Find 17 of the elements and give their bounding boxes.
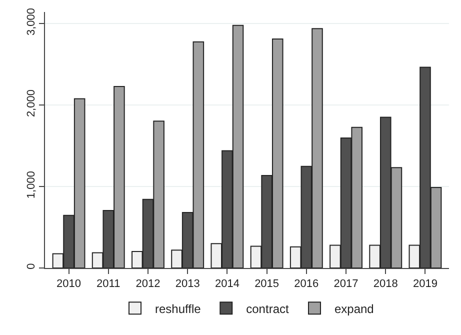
x-tick-label: 2013 bbox=[175, 278, 200, 290]
y-tick-label: 0 bbox=[26, 263, 38, 270]
x-tick-label: 2018 bbox=[373, 278, 398, 290]
y-tick-label: 2,000 bbox=[26, 90, 38, 118]
x-tick-label: 2016 bbox=[294, 278, 319, 290]
legend-label: contract bbox=[246, 302, 290, 316]
y-tick-label: 1,000 bbox=[26, 171, 38, 199]
legend-label: expand bbox=[334, 302, 374, 316]
x-tick-label: 2014 bbox=[214, 278, 240, 290]
legend-label: reshuffle bbox=[155, 302, 202, 316]
y-tick-label: 3,000 bbox=[26, 8, 38, 36]
x-tick-label: 2019 bbox=[413, 278, 438, 290]
x-tick-label: 2010 bbox=[56, 278, 81, 290]
x-tick-label: 2011 bbox=[96, 278, 120, 290]
x-tick-label: 2017 bbox=[334, 278, 358, 290]
x-tick-label: 2012 bbox=[136, 278, 160, 290]
x-tick-label: 2015 bbox=[254, 278, 280, 290]
